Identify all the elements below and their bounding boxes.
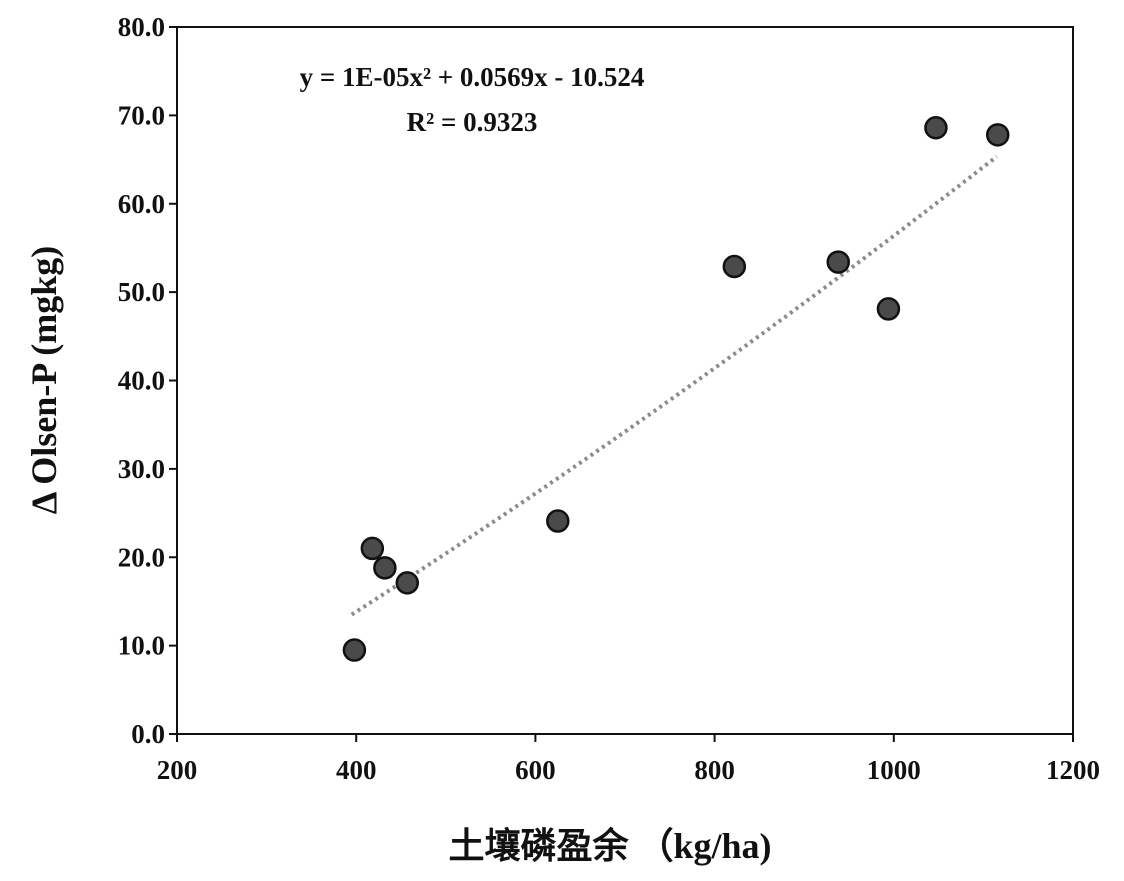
y-tick-label: 20.0	[118, 542, 165, 572]
data-point	[360, 536, 385, 561]
axes: 0.0 10.0 20.0 30.0 40.0 50.0 60.0 70.0 80.0 200 40…	[118, 12, 1100, 785]
y-tick-label: 40.0	[118, 366, 165, 396]
data-point	[373, 556, 397, 580]
y-tick-label: 0.0	[131, 719, 165, 749]
trendline-equation: y = 1E-05x² + 0.0569x - 10.524	[300, 62, 645, 92]
data-point	[342, 638, 367, 662]
y-tick-label: 60.0	[118, 189, 165, 219]
data-point	[722, 254, 747, 279]
points-group	[342, 115, 1010, 662]
data-point	[876, 297, 901, 321]
data-point	[395, 571, 420, 595]
y-tick-label: 50.0	[118, 277, 165, 307]
x-tick-label: 1200	[1046, 755, 1100, 785]
r-squared-label: R² = 0.9323	[407, 107, 538, 137]
trendline	[350, 154, 999, 617]
x-tick-label: 400	[336, 755, 377, 785]
y-tick-label: 30.0	[118, 454, 165, 484]
data-point	[826, 250, 850, 274]
data-point	[546, 509, 570, 533]
y-axis-title: Δ Olsen-P (mgkg)	[24, 246, 64, 515]
x-tick-label: 600	[515, 755, 556, 785]
y-tick-label: 80.0	[118, 12, 165, 42]
y-tick-label: 10.0	[118, 631, 165, 661]
y-tick-label: 70.0	[118, 100, 165, 130]
x-axis-title: 土壤磷盈余 （kg/ha)	[448, 825, 771, 866]
data-point	[985, 123, 1010, 147]
x-tick-label: 200	[157, 755, 198, 785]
x-tick-label: 800	[694, 755, 735, 785]
trendline-group	[350, 154, 999, 617]
data-point	[924, 115, 948, 140]
x-tick-label: 1000	[867, 755, 921, 785]
